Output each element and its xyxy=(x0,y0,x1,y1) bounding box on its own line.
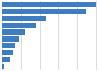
Bar xyxy=(2,29,25,35)
Bar xyxy=(2,16,46,21)
Bar xyxy=(2,50,13,55)
Bar xyxy=(2,64,4,69)
Bar xyxy=(2,23,36,28)
Bar xyxy=(2,57,10,62)
Bar xyxy=(2,2,96,7)
Bar xyxy=(2,43,15,48)
Bar xyxy=(2,9,86,14)
Bar xyxy=(2,36,19,42)
